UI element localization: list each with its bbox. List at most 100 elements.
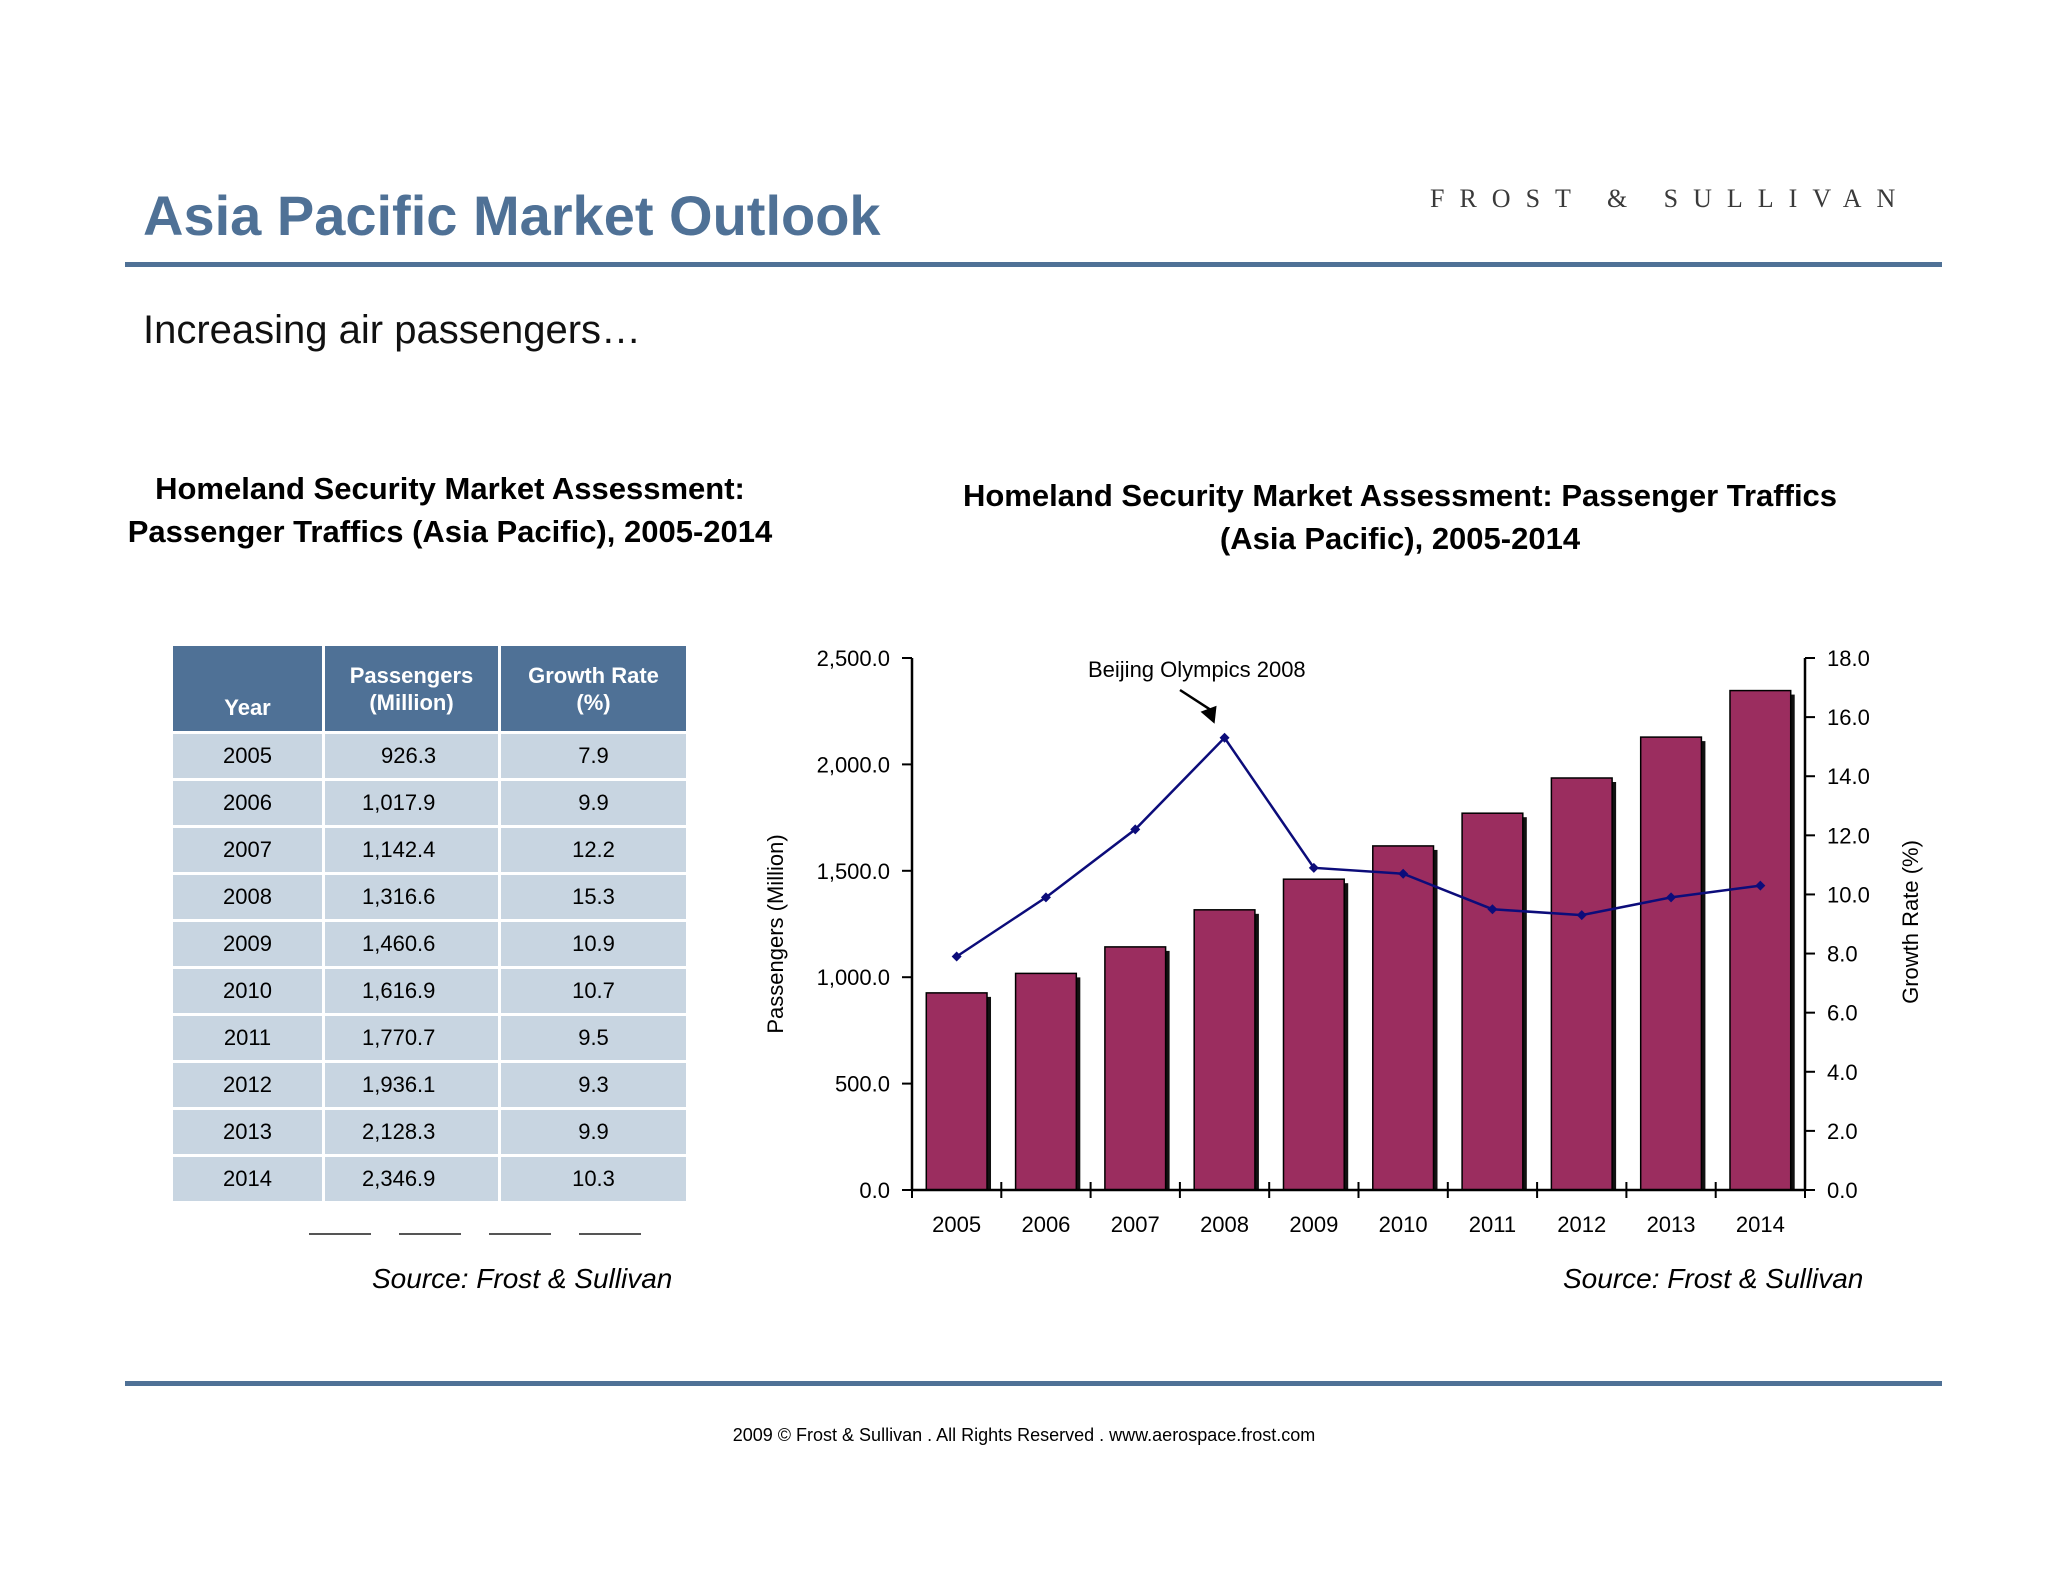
annotation-arrow-head — [1200, 705, 1217, 724]
table-title-line1: Homeland Security Market Assessment: — [155, 471, 745, 506]
year-cell: 2005 — [170, 731, 325, 781]
y2-tick-label: 12.0 — [1827, 823, 1870, 848]
growth-marker — [1219, 732, 1230, 743]
passengers-cell: 2,128.3 — [322, 1107, 501, 1157]
passengers-cell: 2,346.9 — [322, 1154, 501, 1204]
y-axis-label: Passengers (Million) — [763, 834, 788, 1033]
x-tick-label: 2012 — [1557, 1212, 1606, 1237]
growth-cell: 12.2 — [498, 825, 689, 875]
bar — [1639, 736, 1703, 1191]
growth-cell: 7.9 — [498, 731, 689, 781]
passengers-cell: 926.3 — [322, 731, 501, 781]
passengers-cell: 1,142.4 — [322, 825, 501, 875]
annotation-label: Beijing Olympics 2008 — [1088, 657, 1306, 682]
growth-cell: 10.7 — [498, 966, 689, 1016]
growth-marker — [1576, 910, 1587, 921]
year-cell: 2009 — [170, 919, 325, 969]
y2-tick-label: 2.0 — [1827, 1119, 1858, 1144]
passengers-cell: 1,316.6 — [322, 872, 501, 922]
table-row: 2005 926.3 7.9 — [170, 731, 689, 781]
passengers-cell: 1,460.6 — [322, 919, 501, 969]
table-dash — [579, 1233, 641, 1235]
header-divider — [125, 262, 1942, 267]
growth-cell: 15.3 — [498, 872, 689, 922]
table-row: 2013 2,128.3 9.9 — [170, 1107, 689, 1157]
bar — [1461, 812, 1524, 1191]
passengers-cell: 1,770.7 — [322, 1013, 501, 1063]
y2-tick-label: 4.0 — [1827, 1060, 1858, 1085]
y2-tick-label: 10.0 — [1827, 882, 1870, 907]
y-tick-label: 2,500.0 — [817, 646, 890, 671]
y2-tick-label: 6.0 — [1827, 1001, 1858, 1026]
x-tick-label: 2014 — [1736, 1212, 1785, 1237]
x-tick-label: 2010 — [1379, 1212, 1428, 1237]
footer-divider — [125, 1381, 1942, 1386]
bar — [1104, 946, 1167, 1191]
bar — [1729, 689, 1792, 1191]
year-cell: 2008 — [170, 872, 325, 922]
year-cell: 2010 — [170, 966, 325, 1016]
table-title: Homeland Security Market Assessment: Pas… — [110, 467, 790, 553]
year-cell: 2012 — [170, 1060, 325, 1110]
year-header: Year — [170, 643, 325, 734]
chart-title-line1: Homeland Security Market Assessment: Pas… — [962, 478, 1838, 513]
bar — [1372, 845, 1435, 1191]
table-dash — [399, 1233, 461, 1235]
growth-header-line1: Growth Rate — [528, 662, 659, 688]
growth-marker — [1755, 880, 1766, 891]
table-row: 2008 1,316.6 15.3 — [170, 872, 689, 922]
y2-tick-label: 0.0 — [1827, 1178, 1858, 1203]
growth-marker — [1666, 892, 1677, 903]
table-title-line2: Passenger Traffics (Asia Pacific), 2005-… — [127, 514, 773, 549]
table-row: 2007 1,142.4 12.2 — [170, 825, 689, 875]
year-cell: 2013 — [170, 1107, 325, 1157]
footer-text: 2009 © Frost & Sullivan . All Rights Res… — [732, 1425, 1316, 1445]
growth-header: Growth Rate (%) — [498, 643, 689, 734]
passengers-header-line2: (Million) — [369, 689, 454, 715]
y-tick-label: 0.0 — [859, 1178, 890, 1203]
growth-line — [955, 735, 1761, 958]
y2-tick-label: 16.0 — [1827, 705, 1870, 730]
y2-tick-label: 8.0 — [1827, 942, 1858, 967]
passenger-table: Year Passengers (Million) Growth Rate (%… — [170, 643, 689, 1204]
growth-marker — [1130, 824, 1141, 835]
y2-axis-label: Growth Rate (%) — [1898, 840, 1923, 1004]
table-header-row: Year Passengers (Million) Growth Rate (%… — [170, 643, 689, 734]
y2-tick-label: 14.0 — [1827, 764, 1870, 789]
page-title: Asia Pacific Market Outlook — [143, 184, 881, 247]
growth-cell: 10.3 — [498, 1154, 689, 1204]
table-row: 2009 1,460.6 10.9 — [170, 919, 689, 969]
growth-marker — [1487, 904, 1498, 915]
growth-marker — [951, 951, 962, 962]
table-row: 2011 1,770.7 9.5 — [170, 1013, 689, 1063]
passengers-cell: 1,616.9 — [322, 966, 501, 1016]
table-source: Source: Frost & Sullivan — [372, 1263, 673, 1294]
passengers-header-line1: Passengers — [349, 662, 474, 688]
brand-logo: FROST & SULLIVAN — [1430, 184, 1911, 213]
y2-tick-label: 18.0 — [1827, 646, 1870, 671]
growth-cell: 9.9 — [498, 1107, 689, 1157]
bar — [1282, 878, 1345, 1191]
x-tick-label: 2009 — [1289, 1212, 1338, 1237]
x-tick-label: 2013 — [1647, 1212, 1696, 1237]
x-tick-label: 2005 — [932, 1212, 981, 1237]
table-row: 2012 1,936.1 9.3 — [170, 1060, 689, 1110]
bar — [1014, 972, 1078, 1191]
chart-title-line2: (Asia Pacific), 2005-2014 — [1219, 521, 1581, 556]
growth-cell: 9.9 — [498, 778, 689, 828]
year-cell: 2014 — [170, 1154, 325, 1204]
growth-marker — [1040, 892, 1051, 903]
growth-cell: 10.9 — [498, 919, 689, 969]
year-cell: 2007 — [170, 825, 325, 875]
chart-title: Homeland Security Market Assessment: Pas… — [880, 474, 1920, 560]
slide-subtitle: Increasing air passengers… — [143, 308, 642, 352]
year-cell: 2006 — [170, 778, 325, 828]
growth-cell: 9.5 — [498, 1013, 689, 1063]
passengers-header: Passengers (Million) — [322, 643, 501, 734]
bar — [1193, 909, 1256, 1191]
y-tick-label: 2,000.0 — [817, 752, 890, 777]
table-row: 2010 1,616.9 10.7 — [170, 966, 689, 1016]
table-row: 2006 1,017.9 9.9 — [170, 778, 689, 828]
y-tick-label: 1,500.0 — [817, 859, 890, 884]
